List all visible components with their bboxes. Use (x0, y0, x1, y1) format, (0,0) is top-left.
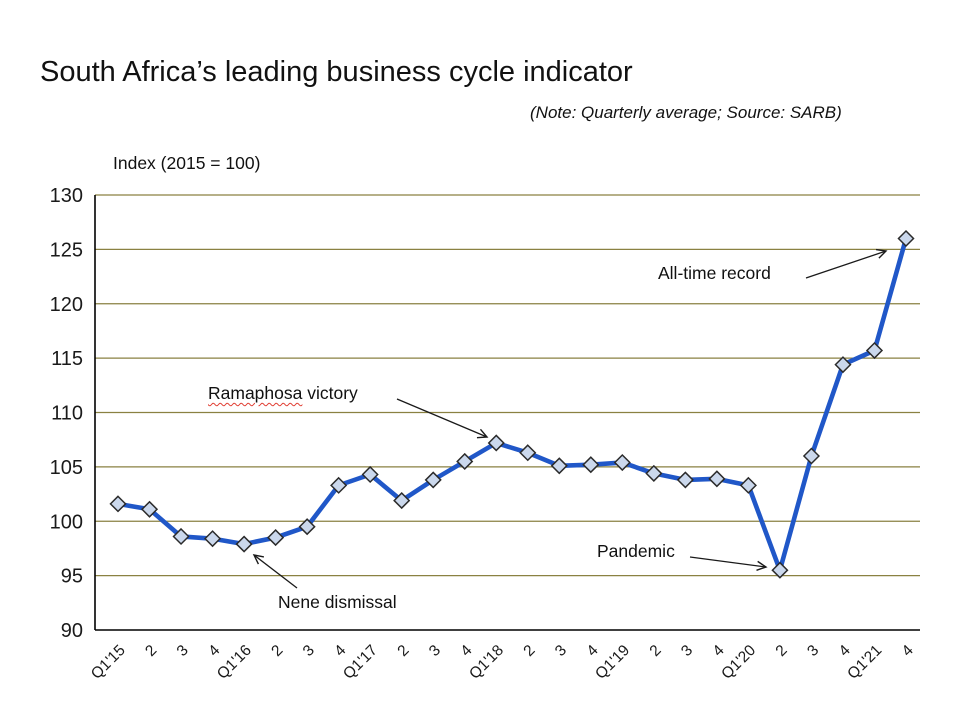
data-point-marker (267, 529, 285, 547)
y-tick-label: 130 (50, 185, 83, 207)
y-tick-label: 105 (50, 457, 83, 479)
data-point-marker (298, 518, 316, 536)
data-point-marker (519, 444, 537, 462)
annotation-all-time-record: All-time record (658, 263, 771, 283)
data-point-marker (645, 464, 663, 482)
x-tick-label: Q1'19 (592, 642, 633, 683)
y-tick-label: 100 (50, 511, 83, 533)
x-tick-label: 3 (300, 642, 318, 660)
x-tick-label: 3 (804, 642, 822, 660)
annotation-arrow-all-time-record (805, 248, 888, 279)
x-tick-label: 2 (268, 642, 286, 660)
data-point-marker (771, 561, 789, 579)
x-tick-label: 4 (836, 642, 854, 660)
data-point-marker (802, 447, 821, 465)
x-tick-label: Q1'18 (466, 642, 507, 683)
data-point-marker (140, 500, 159, 518)
annotation-arrow-ramaphosa-victory (396, 398, 489, 439)
x-tick-label: 3 (426, 642, 444, 660)
annotation-arrow-nene-dismissal (252, 554, 298, 589)
y-axis-title: Index (2015 = 100) (113, 153, 261, 173)
data-point-marker (172, 527, 190, 546)
y-tick-label: 125 (50, 239, 83, 261)
x-tick-label: 4 (457, 642, 475, 660)
x-tick-label: 4 (331, 642, 349, 660)
chart-note: (Note: Quarterly average; Source: SARB) (530, 103, 842, 122)
x-tick-label: Q1'21 (844, 642, 885, 683)
data-point-marker (203, 530, 222, 548)
data-point-marker (235, 535, 253, 553)
data-point-marker (393, 492, 411, 510)
annotation-arrow-pandemic (689, 556, 768, 571)
series-line (115, 236, 909, 573)
x-tick-label: 2 (394, 642, 412, 660)
data-point-marker (361, 465, 379, 484)
gridlines (95, 194, 920, 577)
data-point-marker (676, 471, 694, 489)
y-tick-label: 110 (51, 403, 83, 425)
annotation-ramaphosa-victory: Ramaphosa victory (208, 383, 358, 403)
x-tick-label: 3 (678, 642, 696, 660)
annotation-nene-dismissal: Nene dismissal (278, 592, 397, 612)
x-tick-label: Q1'20 (718, 642, 759, 683)
x-tick-label: 2 (142, 642, 160, 660)
data-point-marker (834, 356, 852, 374)
y-tick-label: 90 (61, 620, 83, 642)
x-tick-label: 4 (205, 642, 223, 660)
x-tick-label: 3 (552, 642, 570, 660)
y-tick-label: 120 (50, 294, 83, 316)
data-point-marker (582, 456, 600, 474)
x-tick-label: Q1'16 (214, 642, 255, 683)
data-point-marker (424, 471, 442, 489)
x-tick-label: 2 (520, 642, 538, 660)
x-tick-label: 4 (710, 642, 728, 660)
data-point-marker (456, 452, 474, 470)
data-series (109, 229, 915, 579)
x-tick-label: Q1'15 (88, 642, 129, 683)
x-tick-label: 4 (584, 642, 602, 660)
data-point-marker (739, 476, 757, 494)
data-point-marker (550, 457, 568, 475)
annotation-arrows (252, 248, 888, 589)
x-tick-label: 2 (773, 642, 791, 660)
annotation-pandemic: Pandemic (597, 541, 675, 561)
data-point-marker (708, 470, 726, 488)
data-point-marker (897, 229, 915, 248)
axes (94, 195, 920, 631)
data-point-marker (109, 495, 127, 513)
x-tick-label: Q1'17 (340, 642, 381, 683)
data-point-marker (487, 434, 505, 452)
data-point-marker (613, 453, 631, 472)
y-tick-label: 95 (61, 566, 83, 588)
x-tick-label: 3 (174, 642, 192, 660)
x-tick-label: 2 (647, 642, 665, 660)
data-point-marker (865, 341, 884, 360)
x-tick-label: 4 (899, 642, 917, 660)
data-point-marker (330, 476, 348, 494)
chart-title: South Africa’s leading business cycle in… (40, 56, 633, 88)
y-tick-label: 115 (51, 348, 83, 370)
